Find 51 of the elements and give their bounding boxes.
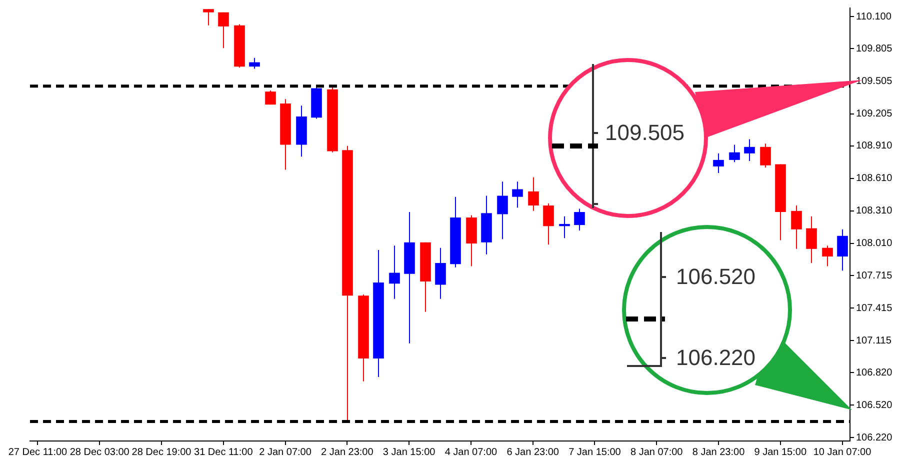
candlestick [806,216,817,264]
y-tick-label: 107.115 [856,335,892,346]
x-tick-label: 6 Jan 23:00 [506,446,560,458]
x-tick-label: 2 Jan 23:00 [321,446,374,458]
x-tick-label: 8 Jan 23:00 [692,446,746,458]
candlestick [203,8,214,26]
y-tick-label: 106.520 [856,400,893,411]
candlestick [559,216,570,239]
candlestick [744,138,755,162]
candlestick [249,57,260,70]
y-tick-label: 108.910 [856,140,893,152]
candlestick [543,202,554,246]
candlestick [791,205,802,250]
y-tick-label: 107.715 [856,270,893,282]
candlestick [435,247,446,300]
x-tick-label: 7 Jan 15:00 [568,446,622,458]
y-tick-label: 107.415 [856,302,893,314]
x-tick-label: 8 Jan 07:00 [630,446,684,458]
candlestick [265,90,276,106]
candlestick [760,143,771,168]
y-tick-label: 108.010 [856,238,893,250]
candlestick [497,181,508,240]
y-tick-label: 108.310 [856,206,893,217]
x-tick-label: 10 Jan 07:00 [813,446,872,458]
y-tick-label: 109.805 [856,43,893,54]
x-tick-label: 28 Dec 03:00 [70,446,130,458]
candlestick [822,245,833,267]
candlestick [837,228,848,272]
x-tick-label: 27 Dec 11:00 [8,446,68,458]
candlestick [528,176,539,212]
x-tick-label: 28 Dec 19:00 [132,446,192,458]
annotation: 106.220 [676,345,756,371]
y-tick-label: 108.610 [856,173,893,184]
candlestick [389,245,400,300]
y-tick-label: 109.205 [856,108,893,120]
x-tick-label: 31 Dec 11:00 [194,446,254,458]
candlestick [574,208,585,231]
annotation: 109.505 [605,120,685,146]
candlestick [218,12,229,49]
x-tick-label: 3 Jan 15:00 [382,446,436,458]
x-tick-label: 2 Jan 07:00 [259,446,312,458]
candlestick [512,181,523,208]
x-tick-label: 9 Jan 15:00 [754,446,807,458]
candlestick [729,144,740,163]
y-tick-label: 110.100 [856,11,892,22]
y-tick-label: 106.820 [856,367,893,378]
candlestick [713,152,724,174]
annotation: 106.520 [676,264,756,290]
y-tick-label: 106.220 [856,432,893,444]
x-tick-label: 4 Jan 07:00 [444,446,498,458]
y-tick-label: 109.505 [856,76,893,87]
